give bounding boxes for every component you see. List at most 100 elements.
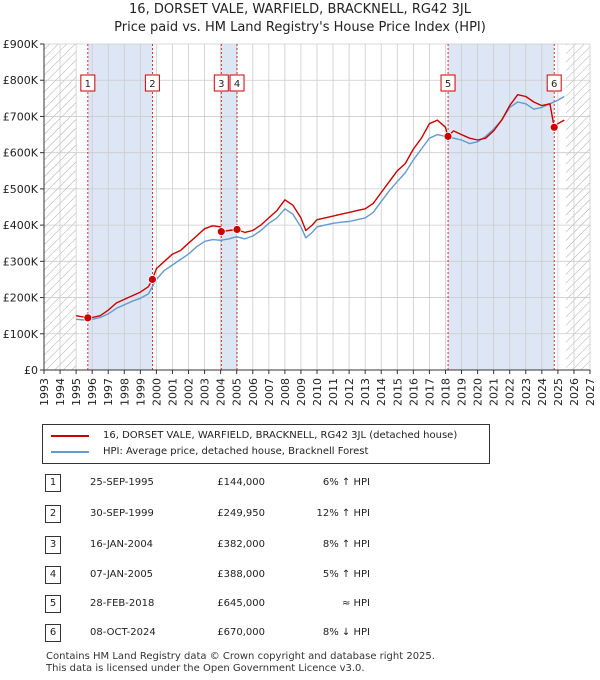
y-tick-label: £200K xyxy=(3,292,39,305)
transaction-price: £144,000 xyxy=(217,477,265,488)
transaction-number: 2 xyxy=(45,505,61,523)
sale-label-box xyxy=(213,74,229,92)
transaction-hpi: ≈ HPI xyxy=(341,598,370,609)
y-tick-label: £500K xyxy=(3,183,39,196)
x-tick-label: 2009 xyxy=(295,378,308,406)
x-tick-label: 2023 xyxy=(520,378,533,406)
x-tick-label: 2013 xyxy=(359,378,372,406)
x-tick-label: 2000 xyxy=(150,378,163,406)
transaction-price: £382,000 xyxy=(217,539,265,550)
table-row: 6 08-OCT-2024 £670,000 8% ↓ HPI xyxy=(0,624,400,642)
x-tick-label: 2024 xyxy=(536,378,549,406)
x-tick-label: 2026 xyxy=(568,378,581,406)
transaction-date: 25-SEP-1995 xyxy=(90,477,154,488)
x-tick-label: 2011 xyxy=(327,378,340,406)
x-tick-label: 1993 xyxy=(38,378,51,406)
legend-label-property: 16, DORSET VALE, WARFIELD, BRACKNELL, RG… xyxy=(103,430,458,441)
sale-point xyxy=(549,122,559,132)
x-tick-label: 2020 xyxy=(472,378,485,406)
sale-label: 6 xyxy=(551,79,557,90)
x-tick-label: 1997 xyxy=(102,378,115,406)
legend-label-hpi: HPI: Average price, detached house, Brac… xyxy=(103,446,369,457)
sale-point xyxy=(83,313,93,323)
x-tick-label: 1996 xyxy=(86,378,99,406)
transaction-hpi: 12% ↑ HPI xyxy=(316,508,370,519)
legend: 16, DORSET VALE, WARFIELD, BRACKNELL, RG… xyxy=(42,424,490,464)
sale-label: 4 xyxy=(234,79,240,90)
table-row: 4 07-JAN-2005 £388,000 5% ↑ HPI xyxy=(0,566,400,584)
sale-label-box xyxy=(546,74,562,92)
legend-swatch-property xyxy=(51,435,89,437)
y-tick-label: £400K xyxy=(3,219,39,232)
sale-label-box xyxy=(440,74,456,92)
x-tick-label: 2025 xyxy=(552,378,565,406)
transaction-date: 16-JAN-2004 xyxy=(90,539,154,550)
sale-label: 1 xyxy=(85,79,91,90)
sale-label: 2 xyxy=(149,79,155,90)
x-tick-label: 1998 xyxy=(118,378,131,406)
sale-label: 3 xyxy=(218,79,224,90)
x-tick-label: 2015 xyxy=(391,378,404,406)
transaction-price: £670,000 xyxy=(217,627,265,638)
x-tick-label: 2001 xyxy=(166,378,179,406)
transaction-number: 4 xyxy=(45,566,61,584)
x-tick-label: 2007 xyxy=(263,378,276,406)
y-tick-label: £100K xyxy=(3,328,39,341)
legend-swatch-hpi xyxy=(51,451,89,453)
ownership-period xyxy=(87,44,153,370)
sale-label-box xyxy=(80,74,96,92)
ownership-period xyxy=(221,44,238,370)
legend-item-hpi: HPI: Average price, detached house, Brac… xyxy=(51,444,481,460)
x-tick-label: 2012 xyxy=(343,378,356,406)
transaction-hpi: 8% ↑ HPI xyxy=(322,539,370,550)
x-tick-label: 1995 xyxy=(70,378,83,406)
sale-point xyxy=(443,131,453,141)
transaction-date: 07-JAN-2005 xyxy=(90,569,154,580)
y-tick-label: £800K xyxy=(3,74,39,87)
x-tick-label: 2014 xyxy=(375,378,388,406)
sale-point xyxy=(216,227,226,237)
x-tick-label: 1999 xyxy=(134,378,147,406)
sale-point xyxy=(147,275,157,284)
transaction-number: 1 xyxy=(45,474,61,492)
transaction-number: 5 xyxy=(45,595,61,613)
x-tick-label: 2022 xyxy=(504,378,517,406)
x-tick-label: 2008 xyxy=(279,378,292,406)
x-tick-label: 2019 xyxy=(456,378,469,406)
transaction-price: £645,000 xyxy=(217,598,265,609)
transaction-date: 28-FEB-2018 xyxy=(90,598,155,609)
y-tick-label: £900K xyxy=(3,38,39,51)
transaction-hpi: 6% ↑ HPI xyxy=(322,477,370,488)
y-tick-label: £600K xyxy=(3,147,39,160)
hatched-region-after xyxy=(565,44,590,370)
x-tick-label: 2005 xyxy=(231,378,244,406)
x-tick-label: 2003 xyxy=(199,378,212,406)
legend-item-property: 16, DORSET VALE, WARFIELD, BRACKNELL, RG… xyxy=(51,428,481,444)
x-tick-label: 2010 xyxy=(311,378,324,406)
x-tick-label: 1994 xyxy=(54,378,67,406)
chart-subtitle: Price paid vs. HM Land Registry's House … xyxy=(114,20,486,35)
y-tick-label: £700K xyxy=(3,110,39,123)
table-row: 1 25-SEP-1995 £144,000 6% ↑ HPI xyxy=(0,474,400,492)
x-tick-label: 2017 xyxy=(423,378,436,406)
x-tick-label: 2021 xyxy=(488,378,501,406)
transaction-price: £388,000 xyxy=(217,569,265,580)
sale-point xyxy=(232,225,242,234)
x-tick-label: 2004 xyxy=(215,378,228,406)
x-tick-label: 2002 xyxy=(183,378,196,406)
y-tick-label: £0 xyxy=(24,364,38,377)
transaction-number: 6 xyxy=(45,624,61,642)
table-row: 3 16-JAN-2004 £382,000 8% ↑ HPI xyxy=(0,536,400,554)
x-tick-label: 2018 xyxy=(439,378,452,406)
chart-title: 16, DORSET VALE, WARFIELD, BRACKNELL, RG… xyxy=(129,2,471,17)
sale-label-box xyxy=(229,74,245,92)
transaction-date: 30-SEP-1999 xyxy=(90,508,154,519)
table-row: 5 28-FEB-2018 £645,000 ≈ HPI xyxy=(0,595,400,613)
transaction-number: 3 xyxy=(45,536,61,554)
x-tick-label: 2016 xyxy=(407,378,420,406)
transaction-hpi: 5% ↑ HPI xyxy=(322,569,370,580)
ownership-period xyxy=(448,44,555,370)
table-row: 2 30-SEP-1999 £249,950 12% ↑ HPI xyxy=(0,505,400,523)
y-tick-label: £300K xyxy=(3,255,39,268)
